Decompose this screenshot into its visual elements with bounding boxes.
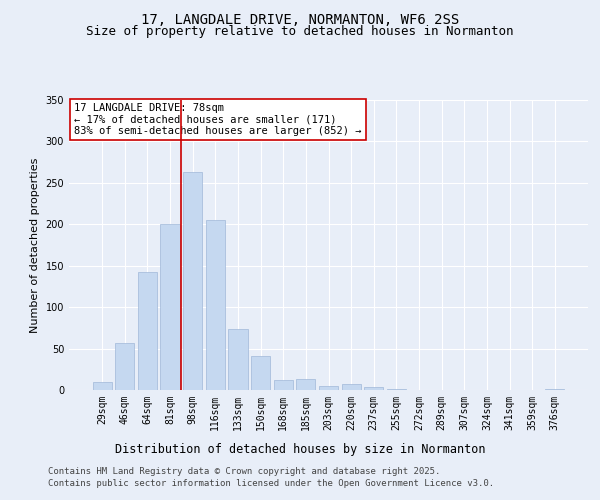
Bar [183,172,202,390]
Text: 17 LANGDALE DRIVE: 78sqm
← 17% of detached houses are smaller (171)
83% of semi-: 17 LANGDALE DRIVE: 78sqm ← 17% of detach… [74,103,362,136]
Text: Size of property relative to detached houses in Normanton: Size of property relative to detached ho… [86,25,514,38]
Text: 17, LANGDALE DRIVE, NORMANTON, WF6 2SS: 17, LANGDALE DRIVE, NORMANTON, WF6 2SS [141,12,459,26]
Bar [296,379,316,390]
Bar [115,343,134,390]
Y-axis label: Number of detached properties: Number of detached properties [30,158,40,332]
Text: Contains public sector information licensed under the Open Government Licence v3: Contains public sector information licen… [48,479,494,488]
Bar [92,382,112,390]
Text: Contains HM Land Registry data © Crown copyright and database right 2025.: Contains HM Land Registry data © Crown c… [48,468,440,476]
Bar [364,386,383,390]
Bar [545,389,565,390]
Text: Distribution of detached houses by size in Normanton: Distribution of detached houses by size … [115,442,485,456]
Bar [387,389,406,390]
Bar [251,356,270,390]
Bar [229,328,248,390]
Bar [274,380,293,390]
Bar [341,384,361,390]
Bar [319,386,338,390]
Bar [206,220,225,390]
Bar [160,224,180,390]
Bar [138,272,157,390]
